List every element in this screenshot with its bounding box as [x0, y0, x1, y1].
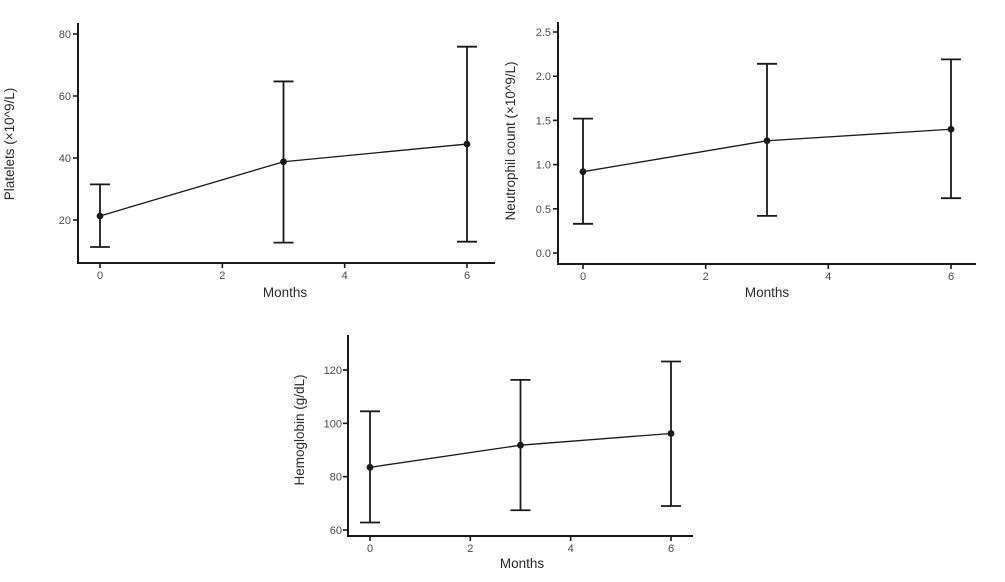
- x-tick-label: 2: [467, 543, 473, 555]
- y-tick-label: 120: [324, 365, 342, 377]
- data-point: [463, 140, 471, 148]
- x-axis-title: Months: [500, 556, 545, 571]
- x-tick-label: 0: [367, 543, 373, 555]
- x-tick-label: 4: [825, 271, 831, 283]
- axis-lines: [77, 23, 495, 264]
- y-axis-title: Platelets (×10^9/L): [2, 88, 17, 201]
- y-tick-label: 20: [59, 215, 71, 227]
- x-tick-label: 6: [668, 543, 674, 555]
- data-point: [96, 212, 104, 220]
- x-tick-label: 4: [342, 270, 348, 282]
- x-tick-label: 6: [948, 271, 954, 283]
- hemoglobin-chart: 60 80 100 120 0 2 4 6 Months Hemoglobin (g/dL): [292, 335, 693, 571]
- x-axis-title: Months: [745, 285, 790, 300]
- x-tick-label: 0: [97, 270, 103, 282]
- y-tick-label: 60: [59, 91, 71, 103]
- x-tick-label: 0: [580, 271, 586, 283]
- platelets-chart: 20 40 60 80 0 2 4 6 Months Platelets (×10^9/L): [2, 23, 495, 300]
- y-tick-label: 1.5: [536, 115, 551, 127]
- x-tick-label: 6: [464, 270, 470, 282]
- data-point: [517, 441, 524, 449]
- x-tick-label: 2: [703, 271, 709, 283]
- y-tick-label: 60: [330, 525, 342, 537]
- y-axis-title: Hemoglobin (g/dL): [292, 374, 307, 485]
- y-axis-title: Neutrophil count (×10^9/L): [503, 61, 518, 220]
- x-axis-title: Months: [263, 285, 308, 300]
- x-tick-label: 2: [219, 270, 225, 282]
- data-point: [280, 158, 287, 166]
- data-point: [366, 463, 374, 471]
- y-tick-label: 1.0: [536, 160, 551, 172]
- axis-lines: [557, 22, 976, 265]
- axis-lines: [347, 335, 693, 537]
- y-tick-label: 0.0: [536, 248, 551, 260]
- data-point: [763, 137, 771, 145]
- y-tick-label: 2.5: [536, 27, 551, 39]
- y-tick-label: 0.5: [536, 204, 551, 216]
- y-tick-label: 40: [59, 153, 71, 165]
- neutrophil-count-chart: 0.0 0.5 1.0 1.5 2.0 2.5 0 2 4 6 Months Neutrophil c…: [503, 22, 976, 300]
- y-tick-label: 2.0: [536, 71, 551, 83]
- y-tick-label: 100: [324, 418, 342, 430]
- data-point: [579, 168, 587, 176]
- y-tick-label: 80: [330, 472, 342, 484]
- x-tick-label: 4: [568, 543, 574, 555]
- data-point: [947, 125, 955, 133]
- y-tick-label: 80: [59, 29, 71, 41]
- data-point: [667, 430, 675, 437]
